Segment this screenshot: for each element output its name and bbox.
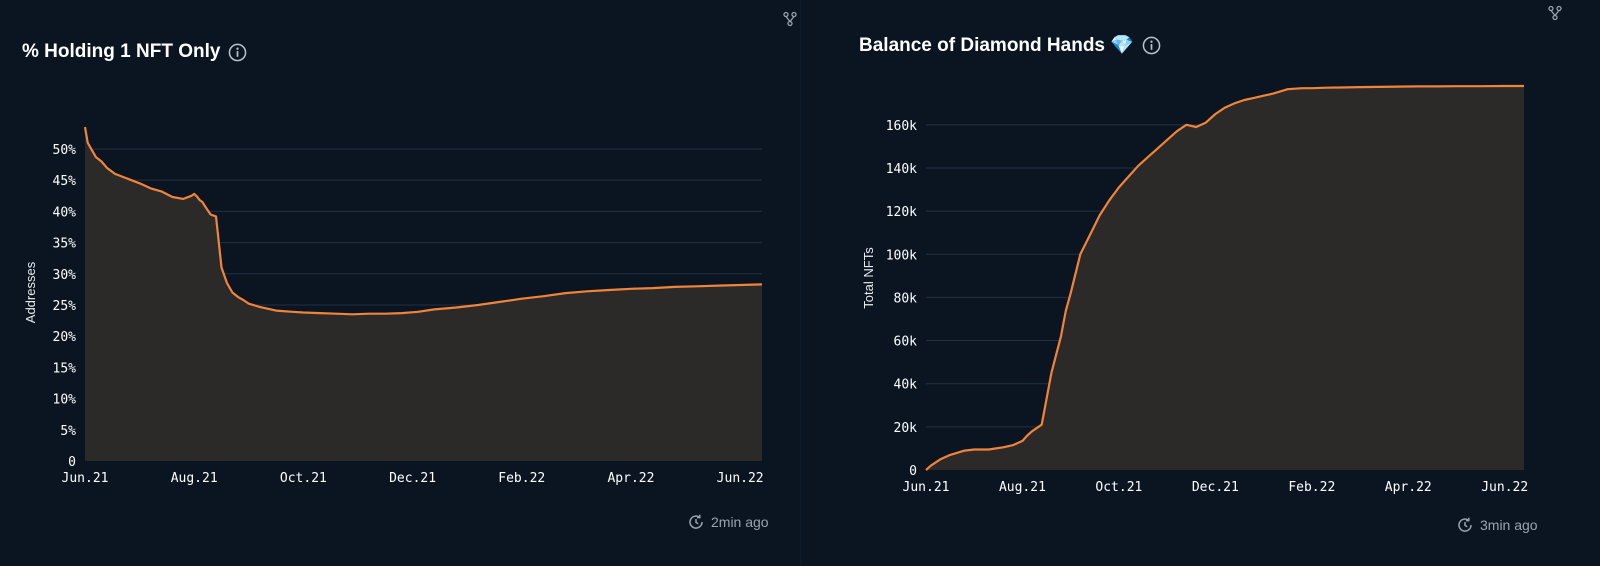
- y-tick-label: 15%: [53, 361, 77, 376]
- y-tick-label: 45%: [53, 174, 77, 189]
- x-tick-label: Feb.22: [498, 471, 545, 486]
- y-tick-label: 140k: [886, 162, 917, 177]
- y-tick-label: 100k: [886, 248, 917, 263]
- x-tick-label: Oct.21: [280, 471, 327, 486]
- last-updated-text: 2min ago: [711, 514, 769, 530]
- y-tick-label: 0: [68, 455, 76, 470]
- last-updated: 2min ago: [687, 513, 769, 531]
- x-tick-label: Dec.21: [1192, 480, 1239, 495]
- panel-title-text: % Holding 1 NFT Only: [22, 41, 221, 62]
- x-tick-label: Jun.22: [1481, 480, 1528, 495]
- y-axis-title: Addresses: [23, 261, 38, 323]
- y-tick-label: 50%: [53, 143, 77, 158]
- x-tick-label: Jun.21: [62, 471, 109, 486]
- x-tick-label: Jun.22: [717, 471, 764, 486]
- last-updated-text: 3min ago: [1480, 517, 1538, 533]
- y-tick-label: 35%: [53, 237, 77, 252]
- y-tick-label: 10%: [53, 393, 77, 408]
- x-tick-label: Aug.21: [999, 480, 1046, 495]
- y-tick-label: 0: [909, 464, 917, 479]
- y-tick-label: 60k: [894, 335, 918, 350]
- holding-1-nft-chart[interactable]: 0 5% 10% 15% 20% 25% 30% 35% 40% 45% 50% Jun.21 Aug.…: [0, 0, 800, 500]
- refresh-clock-icon: [1458, 517, 1472, 532]
- panel-title: Balance of Diamond Hands 💎: [859, 33, 1161, 57]
- diamond-hands-chart[interactable]: 0 20k 40k 60k 80k 100k 120k 140k 160k Jun.21 Aug.2…: [801, 0, 1600, 505]
- last-updated: 3min ago: [1456, 516, 1538, 534]
- series-line: [83, 126, 763, 316]
- panel-title-text: Balance of Diamond Hands 💎: [859, 35, 1134, 56]
- series-line: [925, 84, 1524, 471]
- x-tick-label: Dec.21: [389, 471, 436, 486]
- y-tick-label: 80k: [894, 291, 918, 306]
- y-tick-label: 20k: [894, 421, 918, 436]
- chart-panel-holding-1-nft: % Holding 1 NFT Only 0 5% 10% 15% 20% 25% 30% 3…: [0, 0, 800, 531]
- x-tick-label: Apr.22: [1385, 480, 1432, 495]
- y-tick-label: 160k: [886, 119, 917, 134]
- x-tick-label: Oct.21: [1095, 480, 1142, 495]
- x-tick-label: Apr.22: [607, 471, 654, 486]
- y-tick-label: 5%: [60, 424, 76, 439]
- chart-panel-diamond-hands: Balance of Diamond Hands 💎 0 20k 40k 60k 80k…: [800, 0, 1600, 566]
- info-icon[interactable]: [228, 43, 247, 62]
- y-tick-label: 30%: [53, 268, 77, 283]
- x-tick-label: Jun.21: [903, 480, 950, 495]
- refresh-clock-icon: [689, 514, 703, 529]
- y-axis-title: Total NFTs: [861, 247, 876, 309]
- fork-icon[interactable]: [782, 11, 798, 27]
- y-tick-label: 40%: [53, 205, 77, 220]
- y-tick-label: 20%: [53, 330, 77, 345]
- y-tick-label: 120k: [886, 205, 917, 220]
- x-tick-label: Aug.21: [171, 471, 218, 486]
- panel-title: % Holding 1 NFT Only: [22, 41, 247, 63]
- info-icon[interactable]: [1142, 36, 1161, 55]
- y-tick-label: 40k: [894, 378, 918, 393]
- x-tick-label: Feb.22: [1288, 480, 1335, 495]
- fork-icon[interactable]: [1547, 5, 1563, 21]
- y-tick-label: 25%: [53, 299, 77, 314]
- area-fill: [926, 86, 1524, 470]
- area-fill: [85, 127, 762, 461]
